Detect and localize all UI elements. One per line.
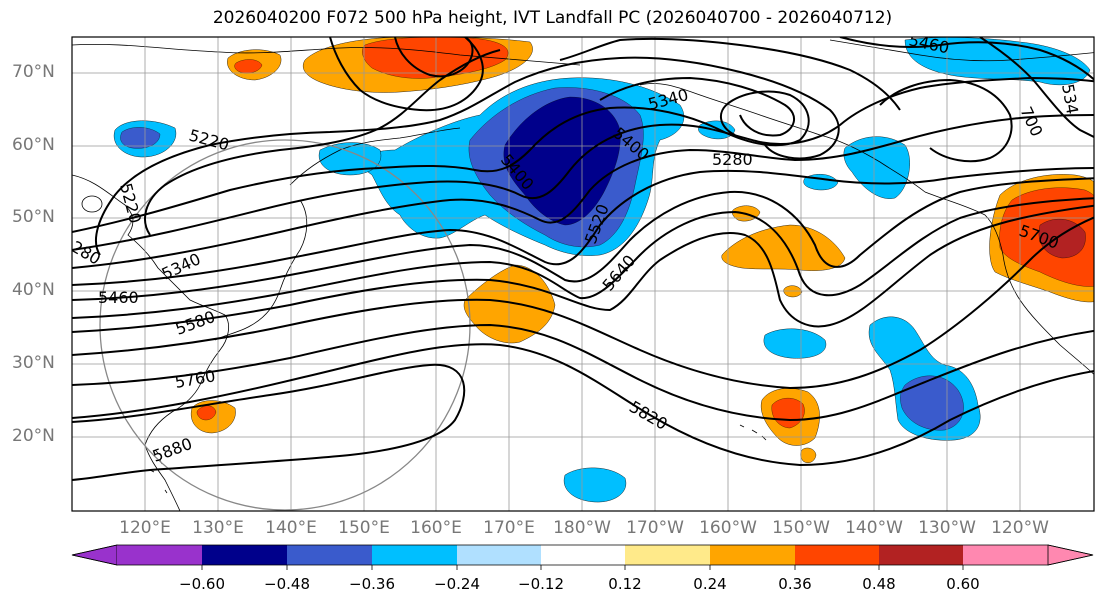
contour-5280	[72, 90, 810, 233]
contour-east-low	[879, 78, 1013, 163]
contour-5520	[72, 177, 1094, 301]
alaska-coastline	[639, 83, 926, 193]
lon-label: 150°E	[338, 518, 390, 538]
contour-northeast-1	[839, 37, 1094, 81]
pos-field-ne-asia-core	[234, 59, 263, 74]
contour-north-4	[599, 76, 795, 137]
kamchatka-coastline	[289, 127, 461, 186]
colorbar-tick-label: 0.12	[608, 575, 642, 593]
graticule	[72, 37, 1094, 511]
asia-coastline	[72, 174, 230, 511]
lon-label: 160°E	[410, 518, 462, 538]
lon-label: 140°E	[265, 518, 317, 538]
contour-5460	[72, 167, 1094, 286]
contour-label: 5280	[712, 150, 753, 169]
contour-5640	[72, 204, 1094, 333]
colorbar-bin	[710, 545, 795, 565]
lat-label: 50°N	[12, 207, 55, 227]
colorbar-tick-label: 0.48	[862, 575, 896, 593]
colorbar-bin	[117, 545, 202, 565]
contour-5700	[72, 216, 1094, 390]
lon-label: 120°W	[991, 518, 1049, 538]
map-title: 2026040200 F072 500 hPa height, IVT Land…	[212, 8, 893, 28]
contour-5760	[72, 323, 1094, 422]
contour-5160	[144, 49, 501, 236]
lat-label: 60°N	[12, 135, 55, 155]
lat-label: 70°N	[12, 62, 55, 82]
colorbar-tick-label: 0.36	[778, 575, 812, 593]
lat-label: 40°N	[12, 280, 55, 300]
colorbar-tick-label: −0.48	[264, 575, 310, 593]
colorbar	[71, 544, 1094, 570]
positive-anomaly-fields	[190, 37, 1094, 463]
japan-coastline	[214, 199, 308, 341]
lon-label: 150°W	[772, 518, 830, 538]
contour-5580	[72, 197, 1094, 319]
colorbar-bin	[202, 545, 287, 565]
colorbar-bin	[457, 545, 541, 565]
colorbar-frame	[71, 544, 1094, 566]
colorbar-extend-left	[71, 544, 118, 566]
contour-5880	[72, 363, 466, 481]
neg-field-subtropic-mid	[763, 328, 827, 359]
colorbar-tick-label: −0.24	[434, 575, 480, 593]
neg-field-deep-core	[503, 96, 621, 226]
lon-label: 130°E	[192, 518, 244, 538]
lon-label: 180°W	[553, 518, 611, 538]
colorbar-bin	[795, 545, 879, 565]
colorbar-tick-label: 0.60	[946, 575, 980, 593]
lon-label: 170°W	[626, 518, 684, 538]
lat-label: 30°N	[12, 353, 55, 373]
contour-5820	[72, 343, 1094, 467]
colorbar-tick-label: −0.36	[349, 575, 395, 593]
arctic-coastline	[72, 43, 581, 66]
colorbar-extend-right	[1047, 544, 1094, 566]
lon-label: 160°W	[699, 518, 757, 538]
lon-label: 130°W	[918, 518, 976, 538]
contour-label: 5460	[98, 288, 139, 307]
contour-northeast-2	[979, 37, 1094, 139]
colorbar-ticks	[201, 565, 964, 570]
north-america-coastline	[924, 191, 1094, 375]
plot-frame	[71, 36, 1095, 512]
lat-label: 20°N	[12, 426, 55, 446]
height-contours	[72, 37, 1094, 481]
contour-north-3	[559, 37, 901, 111]
contour-north-2	[394, 37, 474, 78]
colorbar-bin	[625, 545, 710, 565]
colorbar-bin	[372, 545, 457, 565]
pos-field-small-west-core	[196, 405, 217, 421]
lon-label: 120°E	[119, 518, 171, 538]
colorbar-tick-label: −0.60	[179, 575, 225, 593]
colorbar-bin	[287, 545, 372, 565]
contour-5340	[72, 76, 1094, 251]
contour-5400	[72, 114, 1094, 269]
pos-field-mid-pacific	[463, 264, 556, 344]
colorbar-tick-label: 0.24	[693, 575, 727, 593]
colorbar-bin	[963, 545, 1048, 565]
contour-north-1	[329, 37, 484, 112]
neg-field-kamchatka	[318, 142, 382, 176]
small-island	[81, 195, 103, 213]
contour-5220	[95, 56, 840, 256]
colorbar-bin	[541, 545, 625, 565]
lon-label: 170°E	[483, 518, 535, 538]
lon-label: 140°W	[845, 518, 903, 538]
neg-field-south	[563, 467, 627, 503]
colorbar-tick-label: −0.12	[518, 575, 564, 593]
neg-field-core-east	[900, 375, 964, 431]
colorbar-bin	[879, 545, 963, 565]
